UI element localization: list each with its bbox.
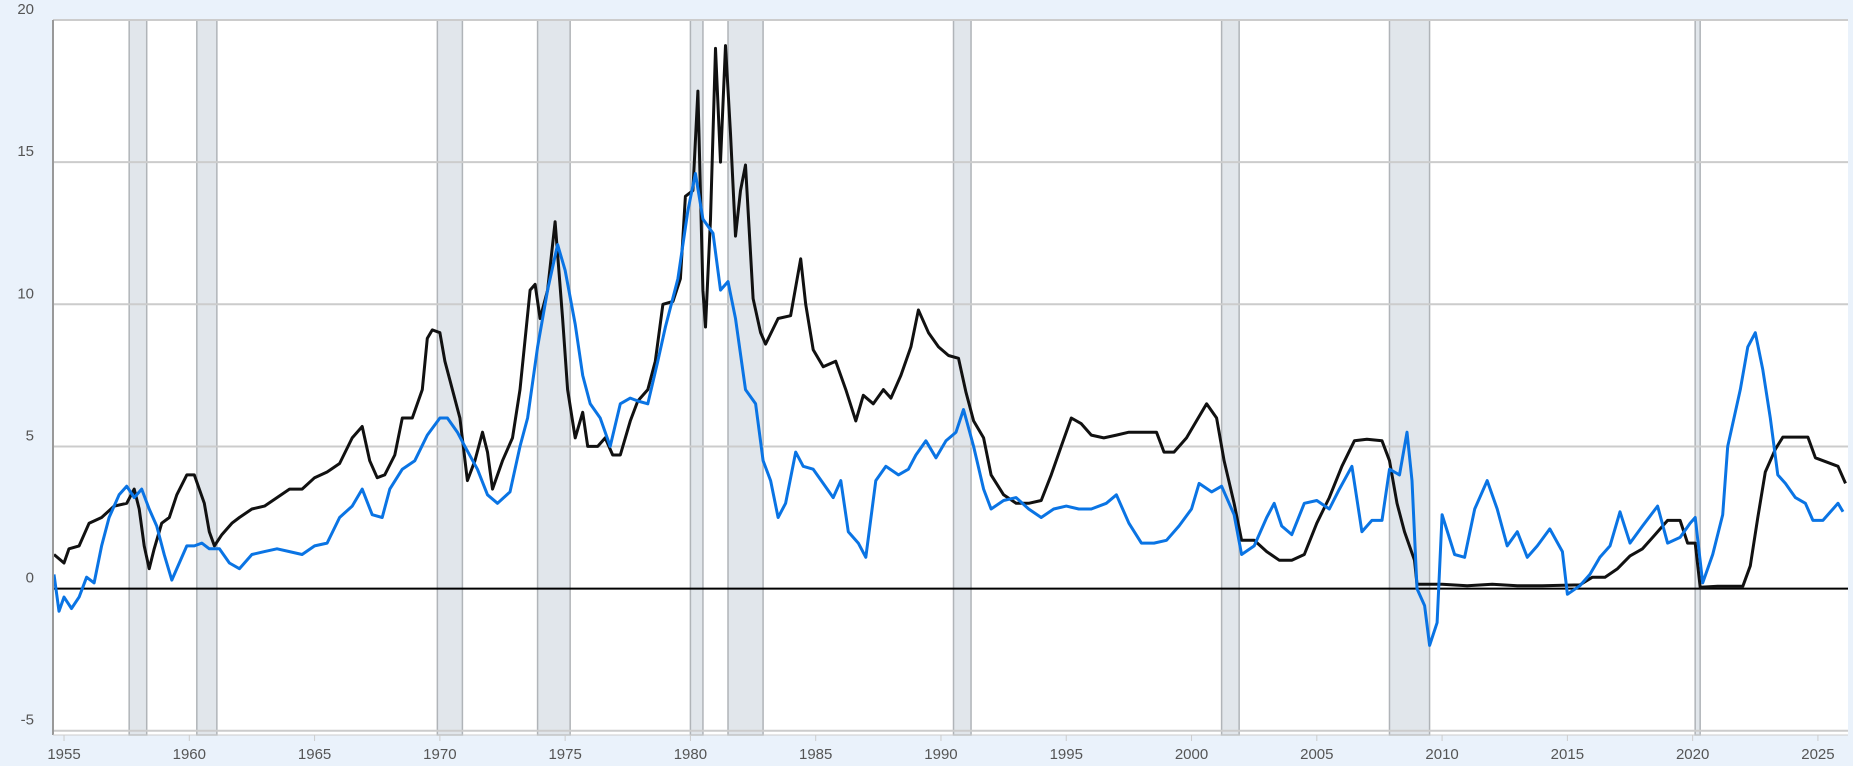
y-tick-label: 20 (17, 1, 34, 18)
x-tick-label: 1955 (47, 746, 80, 763)
x-tick-label: 1960 (173, 746, 206, 763)
x-tick-label: 1970 (423, 746, 456, 763)
y-tick-label: 15 (17, 143, 34, 160)
series-line-1 (53, 44, 1847, 589)
series-line-2 (52, 172, 1845, 647)
x-tick-label: 2000 (1175, 746, 1208, 763)
recession-band (196, 19, 218, 736)
x-tick-label: 1965 (298, 746, 331, 763)
recession-shading (128, 19, 1701, 736)
x-tick-label: 1975 (548, 746, 581, 763)
gridlines (53, 19, 1848, 732)
x-tick-label: 1980 (674, 746, 707, 763)
recession-band (536, 19, 571, 736)
y-axis-ticks: -5 0 5 10 15 20 (17, 1, 34, 729)
x-tick-label: 1995 (1050, 746, 1083, 763)
y-tick-label: 10 (17, 285, 34, 302)
series-lines (52, 44, 1847, 647)
recession-band (128, 19, 148, 736)
x-tick-label: 2015 (1551, 746, 1584, 763)
y-tick-label: 0 (26, 570, 34, 587)
x-tick-label: 2025 (1801, 746, 1834, 763)
x-tick-label: 2010 (1425, 746, 1458, 763)
recession-band (1388, 19, 1431, 736)
recession-band (1694, 19, 1701, 736)
x-tick-label: 2005 (1300, 746, 1333, 763)
y-tick-label: 5 (26, 427, 34, 444)
x-tick-label: 1990 (924, 746, 957, 763)
plot-area (53, 20, 1848, 735)
x-tick-label: 2020 (1676, 746, 1709, 763)
x-axis-ticks: 1955 1960 1965 1970 1975 1980 1985 1990 1995 2000… (47, 735, 1835, 763)
recession-band (1220, 19, 1240, 736)
y-tick-label: -5 (21, 712, 34, 729)
recession-band (727, 19, 764, 736)
x-tick-label: 1985 (799, 746, 832, 763)
